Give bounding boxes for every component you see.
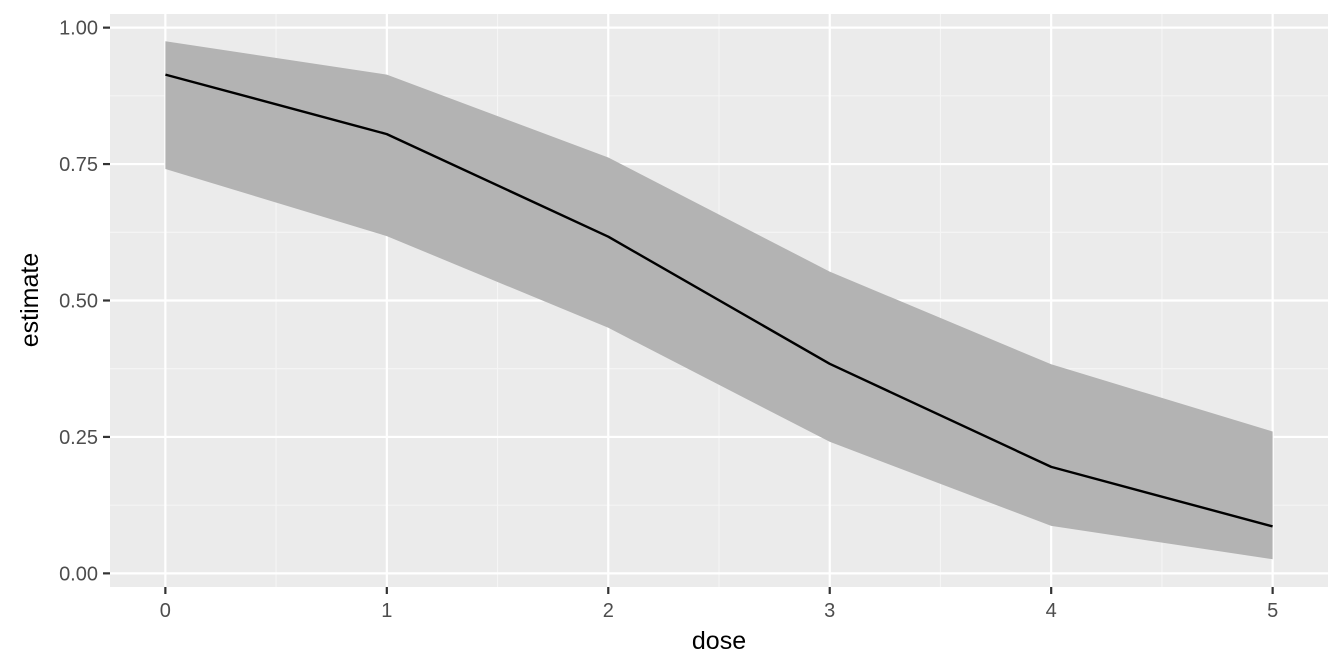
estimate-line [165, 73, 1273, 528]
x-axis-title: dose [692, 627, 746, 655]
y-tick-label: 0.75 [59, 154, 98, 176]
x-tick-label: 5 [1267, 600, 1278, 622]
x-tick-label: 0 [160, 600, 171, 622]
series-line-group [165, 73, 1273, 528]
y-tick-label: 0.25 [59, 427, 98, 449]
y-tick-label: 0.00 [59, 563, 98, 585]
y-tick-label: 1.00 [59, 18, 98, 40]
y-axis: 0.00 0.25 0.50 0.75 1.00 [59, 18, 110, 585]
grid-major [110, 14, 1328, 587]
x-tick-label: 4 [1046, 600, 1057, 622]
x-tick-label: 3 [824, 600, 835, 622]
x-tick-label: 1 [381, 600, 392, 622]
x-axis: 0 1 2 3 4 5 [160, 587, 1278, 622]
x-tick-label: 2 [603, 600, 614, 622]
y-tick-label: 0.50 [59, 291, 98, 313]
y-axis-title: estimate [16, 253, 44, 347]
